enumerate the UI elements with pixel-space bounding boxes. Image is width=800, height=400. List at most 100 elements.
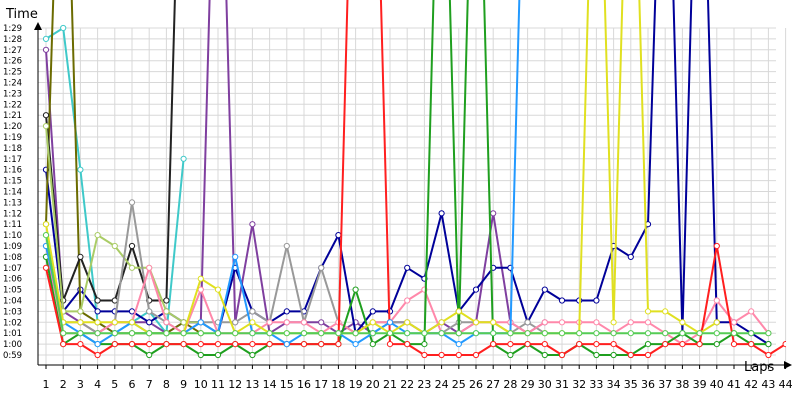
- data-point: [576, 330, 583, 337]
- data-point: [662, 341, 669, 348]
- data-point: [146, 330, 153, 337]
- y-axis-title: Time: [5, 7, 38, 22]
- data-point: [404, 297, 411, 304]
- data-point: [386, 341, 394, 348]
- data-point: [42, 232, 50, 239]
- data-point: [713, 242, 720, 250]
- data-point: [77, 319, 84, 326]
- data-point: [42, 264, 50, 271]
- data-point: [42, 46, 50, 53]
- data-point: [128, 319, 136, 326]
- x-tick-label: 2: [60, 378, 67, 391]
- x-axis-title: Laps: [744, 360, 774, 375]
- data-point: [300, 330, 308, 337]
- data-point: [232, 330, 239, 337]
- data-point: [524, 319, 531, 326]
- x-tick-label: 32: [572, 378, 586, 391]
- x-tick-label: 43: [761, 378, 775, 391]
- data-point: [713, 297, 720, 304]
- x-tick-label: 15: [280, 378, 294, 391]
- data-point: [748, 330, 755, 337]
- data-point: [490, 319, 497, 326]
- y-tick-label: 1:01: [3, 329, 22, 339]
- data-point: [438, 351, 445, 359]
- data-point: [60, 330, 67, 337]
- series-10: [42, 0, 786, 359]
- data-point: [576, 341, 583, 348]
- data-point: [610, 330, 617, 337]
- data-point: [214, 351, 222, 359]
- data-point: [94, 351, 101, 359]
- data-point: [610, 351, 617, 359]
- data-point: [662, 308, 669, 315]
- y-tick-label: 1:10: [3, 231, 22, 241]
- data-point: [558, 330, 566, 337]
- data-point: [765, 351, 772, 359]
- x-tick-label: 8: [163, 378, 170, 391]
- data-point: [386, 319, 394, 326]
- data-point: [94, 341, 101, 348]
- y-tick-label: 1:09: [3, 242, 22, 252]
- data-point: [490, 341, 497, 348]
- y-tick-label: 1:29: [3, 24, 22, 34]
- x-tick-label: 19: [349, 378, 363, 391]
- data-point: [60, 24, 67, 32]
- data-point: [455, 351, 462, 359]
- y-tick-label: 1:19: [3, 133, 22, 143]
- x-tick-label: 37: [658, 378, 672, 391]
- data-point: [180, 341, 187, 348]
- data-point: [249, 319, 256, 326]
- x-tick-label: 9: [180, 378, 187, 391]
- data-point: [249, 341, 256, 348]
- data-point: [404, 264, 411, 271]
- data-point: [472, 286, 480, 293]
- data-point: [249, 351, 256, 359]
- y-tick-label: 1:05: [3, 286, 22, 296]
- data-point: [249, 308, 256, 315]
- data-point: [128, 341, 136, 348]
- data-point: [472, 330, 480, 337]
- data-point: [438, 330, 445, 337]
- y-tick-label: 1:17: [3, 155, 22, 165]
- data-point: [472, 319, 480, 326]
- x-tick-label: 31: [555, 378, 569, 391]
- data-point: [318, 264, 325, 271]
- data-point: [541, 319, 548, 326]
- y-tick-label: 1:23: [3, 89, 22, 99]
- data-point: [679, 319, 686, 326]
- data-point: [146, 308, 153, 315]
- data-point: [352, 286, 359, 293]
- x-tick-label: 3: [77, 378, 84, 391]
- data-point: [163, 330, 170, 337]
- x-tick-label: 24: [435, 378, 449, 391]
- data-point: [730, 319, 738, 326]
- data-point: [713, 341, 720, 348]
- y-tick-label: 1:18: [3, 144, 22, 154]
- data-point: [146, 341, 153, 348]
- x-tick-label: 41: [727, 378, 741, 391]
- x-tick-label: 27: [486, 378, 500, 391]
- y-tick-label: 1:03: [3, 307, 22, 317]
- data-point: [300, 341, 308, 348]
- data-point: [765, 330, 772, 337]
- x-tick-label: 16: [297, 378, 311, 391]
- data-point: [644, 341, 652, 348]
- data-point: [369, 341, 376, 348]
- data-point: [94, 330, 101, 337]
- data-point: [77, 330, 84, 337]
- y-tick-label: 1:04: [3, 297, 22, 307]
- y-tick-label: 1:02: [3, 318, 22, 328]
- data-point: [266, 341, 273, 348]
- series-13: [42, 232, 772, 337]
- data-point: [111, 330, 118, 337]
- data-point: [197, 351, 204, 359]
- y-tick-label: 1:28: [3, 35, 22, 45]
- x-tick-label: 42: [744, 378, 758, 391]
- x-tick-label: 33: [589, 378, 603, 391]
- data-point: [94, 319, 101, 326]
- data-point: [627, 330, 634, 337]
- data-point: [507, 341, 514, 348]
- data-point: [455, 341, 462, 348]
- data-point: [318, 330, 325, 337]
